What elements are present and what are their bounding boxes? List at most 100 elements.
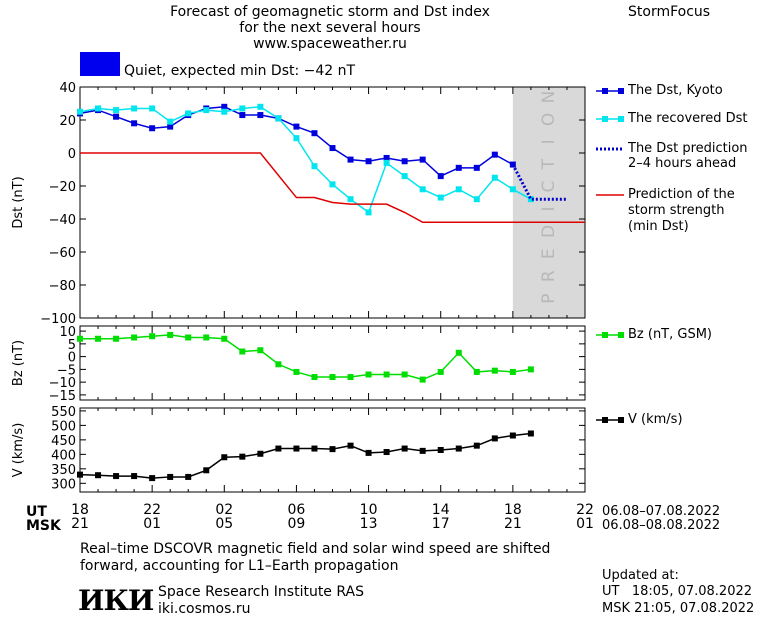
data-point <box>491 174 498 181</box>
data-point <box>149 333 156 340</box>
data-point <box>113 107 120 114</box>
msk-tick-label: 01 <box>143 516 161 532</box>
data-point <box>473 368 480 375</box>
ut-axis-label: UT <box>26 504 47 520</box>
msk-tick-label: 21 <box>504 516 522 532</box>
series-line-0-1 <box>79 106 532 214</box>
ut-tick-label: 22 <box>576 502 594 518</box>
legend-label-bz: Bz (nT, GSM) <box>628 327 713 342</box>
source-url[interactable]: www.spaceweather.ru <box>253 36 407 52</box>
data-point <box>221 103 228 110</box>
data-point <box>95 335 102 342</box>
prediction-letter: P <box>539 293 559 303</box>
series-line-2-0 <box>79 432 531 479</box>
status-label: Quiet, expected min Dst: −42 nT <box>124 63 356 79</box>
data-point <box>95 105 102 112</box>
msk-tick-label: 05 <box>215 516 233 532</box>
legend-label-dst-kyoto: The Dst, Kyoto <box>628 83 723 98</box>
data-point <box>131 334 138 341</box>
data-point <box>419 156 426 163</box>
institute-name: Space Research Institute RAS <box>158 584 364 600</box>
legend-swatch-marker <box>618 417 624 423</box>
data-point <box>221 108 228 115</box>
data-point <box>203 107 210 114</box>
data-point <box>491 367 498 374</box>
data-point <box>509 432 516 439</box>
data-point <box>401 158 408 165</box>
data-point <box>131 105 138 112</box>
legend-label-storm-strength: Prediction of the storm strength (min Ds… <box>628 187 735 234</box>
data-point <box>347 374 354 381</box>
footnote-line2: forward, accounting for L1–Earth propaga… <box>80 558 399 574</box>
data-point <box>401 445 408 452</box>
legend-swatch-marker <box>602 417 608 423</box>
prediction-letter: C <box>539 181 559 193</box>
institute-site[interactable]: iki.cosmos.ru <box>158 601 251 617</box>
data-point <box>131 473 138 480</box>
data-point <box>401 173 408 180</box>
msk-tick-label: 01 <box>576 516 594 532</box>
data-point <box>257 347 264 354</box>
data-point <box>221 454 228 461</box>
y-tick-label: −10 <box>49 376 76 391</box>
data-point <box>527 366 534 373</box>
data-point <box>275 445 282 452</box>
msk-tick-label: 21 <box>71 516 89 532</box>
data-point <box>437 368 444 375</box>
y-tick-label: −40 <box>49 213 76 228</box>
data-point <box>527 430 534 437</box>
prediction-letter: I <box>539 206 559 211</box>
data-point <box>527 196 534 203</box>
data-point <box>437 194 444 201</box>
data-point <box>239 348 246 355</box>
data-point <box>383 159 390 166</box>
y-tick-label: 400 <box>51 448 76 463</box>
y-tick-label: 300 <box>51 477 76 492</box>
legend-swatch-marker <box>602 88 608 94</box>
data-point <box>113 335 120 342</box>
prediction-letter: R <box>539 270 559 282</box>
brand-name: StormFocus <box>628 4 711 20</box>
y-tick-label: −100 <box>40 312 76 327</box>
ut-tick-label: 02 <box>215 502 233 518</box>
iki-logo: ИКИ <box>78 584 154 617</box>
data-point <box>509 186 516 193</box>
data-point <box>293 368 300 375</box>
y-tick-label: 550 <box>51 405 76 420</box>
data-point <box>311 445 318 452</box>
data-point <box>455 164 462 171</box>
ut-tick-label: 06 <box>288 502 306 518</box>
ut-tick-label: 14 <box>432 502 450 518</box>
data-point <box>185 334 192 341</box>
legend-label-recovered-dst: The recovered Dst <box>628 111 748 126</box>
data-point <box>473 164 480 171</box>
msk-tick-label: 09 <box>288 516 306 532</box>
y-tick-label: 10 <box>59 325 76 340</box>
prediction-letter: I <box>539 139 559 144</box>
data-point <box>491 151 498 158</box>
data-point <box>257 112 264 119</box>
y-tick-label: −20 <box>49 180 76 195</box>
data-point <box>473 442 480 449</box>
data-point <box>275 361 282 368</box>
y-axis-label-1: Bz (nT) <box>11 340 26 386</box>
data-point <box>455 445 462 452</box>
plot-frame-1 <box>79 325 586 401</box>
msk-axis-label: MSK <box>26 518 61 534</box>
data-point <box>149 475 156 482</box>
data-point <box>257 103 264 110</box>
prediction-band <box>512 87 585 318</box>
data-point <box>95 472 102 479</box>
ut-tick-label: 10 <box>360 502 378 518</box>
data-point <box>365 158 372 165</box>
data-point <box>149 125 156 132</box>
data-point <box>365 209 372 216</box>
data-point <box>347 196 354 203</box>
prediction-letter: E <box>539 248 559 259</box>
data-point <box>455 349 462 356</box>
chart-title-line2: for the next several hours <box>239 20 421 36</box>
updated-label: Updated at: <box>602 568 679 583</box>
data-point <box>311 374 318 381</box>
data-point <box>347 442 354 449</box>
